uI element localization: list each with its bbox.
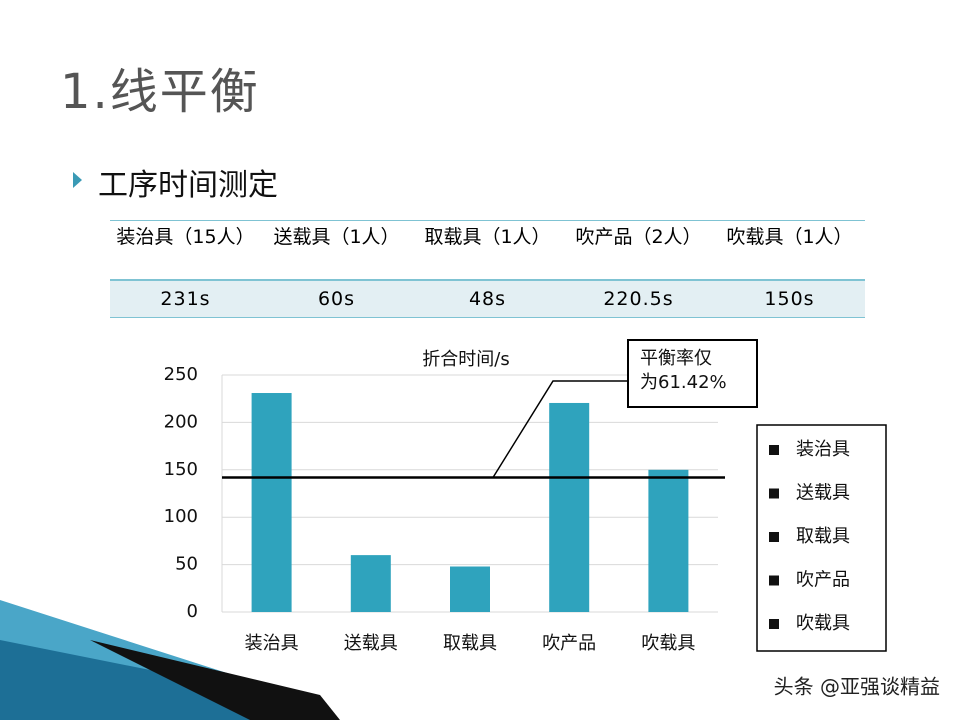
x-tick-label: 装治具 bbox=[245, 633, 299, 654]
header-cell: 吹载具（1人） bbox=[726, 226, 853, 248]
y-tick-label: 150 bbox=[164, 459, 198, 480]
annotation: 平衡率仅 bbox=[640, 348, 712, 369]
legend-label: 吹产品 bbox=[796, 570, 850, 591]
legend-label: 装治具 bbox=[796, 439, 850, 460]
cell: 48s bbox=[468, 288, 507, 310]
bar bbox=[450, 566, 490, 612]
x-tick-label: 送载具 bbox=[344, 633, 398, 654]
cell: 60s bbox=[317, 288, 356, 310]
callout-line bbox=[492, 380, 628, 478]
bar bbox=[251, 393, 292, 612]
y-tick-label: 100 bbox=[164, 506, 198, 527]
legend-label: 取载具 bbox=[796, 526, 850, 547]
x-tick-label: 吹产品 bbox=[542, 633, 596, 654]
decor bbox=[90, 640, 340, 720]
legend-swatch bbox=[769, 488, 779, 499]
bullet: 工序时间测定 bbox=[98, 168, 278, 203]
bar bbox=[350, 555, 391, 612]
header-cell: 送载具（1人） bbox=[273, 226, 400, 248]
header-cell: 吹产品（2人） bbox=[575, 226, 702, 248]
y-tick-label: 200 bbox=[164, 411, 198, 432]
bar bbox=[648, 469, 689, 612]
bar bbox=[549, 402, 590, 612]
legend-swatch bbox=[769, 532, 779, 542]
watermark: 头条 @亚强谈精益 bbox=[774, 675, 940, 699]
y-tick-label: 50 bbox=[175, 554, 198, 575]
y-tick-label: 0 bbox=[187, 601, 198, 622]
legend-swatch bbox=[769, 575, 779, 586]
cell: 220.5s bbox=[603, 288, 674, 310]
x-tick-label: 吹载具 bbox=[641, 633, 695, 654]
header-cell: 取载具（1人） bbox=[424, 226, 551, 248]
legend-label: 吹载具 bbox=[796, 613, 850, 634]
x-tick-label: 取载具 bbox=[443, 633, 497, 654]
cell: 231s bbox=[160, 288, 211, 310]
annotation-box bbox=[627, 339, 758, 408]
table: 装治具（15人） 送载具（1人） 取载具（1人） 吹产品（2人） 吹载具（1人） 231… bbox=[110, 220, 865, 318]
y-tick-label: 250 bbox=[164, 364, 198, 385]
header-cell: 装治具（15人） bbox=[116, 226, 255, 248]
legend-swatch bbox=[769, 445, 779, 455]
legend-label: 送载具 bbox=[796, 483, 850, 504]
bullet-marker bbox=[73, 172, 82, 188]
annotation: 为61.42% bbox=[640, 372, 727, 393]
slide-title: 1.线平衡 bbox=[60, 64, 260, 120]
legend-swatch bbox=[769, 619, 779, 629]
chart-title: 折合时间/s bbox=[422, 349, 509, 370]
cell: 150s bbox=[764, 288, 815, 310]
